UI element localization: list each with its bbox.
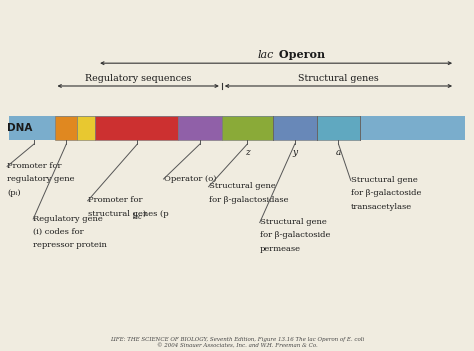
Text: for β-galactoside: for β-galactoside <box>351 189 421 197</box>
Text: lac: lac <box>133 213 143 221</box>
Text: regulatory gene: regulatory gene <box>7 175 74 183</box>
Text: LIFE: THE SCIENCE OF BIOLOGY, Seventh Edition, Figure 13.16 The lac Operon of E.: LIFE: THE SCIENCE OF BIOLOGY, Seventh Ed… <box>110 337 364 342</box>
Text: for β-galactoside: for β-galactoside <box>260 231 330 239</box>
Bar <box>178 116 222 140</box>
Bar <box>273 116 317 140</box>
Text: Operon: Operon <box>274 49 325 60</box>
Text: z: z <box>245 148 250 157</box>
Text: lac: lac <box>257 51 274 60</box>
Text: Operator (o): Operator (o) <box>164 174 216 183</box>
Text: © 2004 Sinauer Associates, Inc. and W.H. Freeman & Co.: © 2004 Sinauer Associates, Inc. and W.H.… <box>156 343 318 348</box>
Text: structural genes (p: structural genes (p <box>88 210 168 218</box>
Text: Structural gene: Structural gene <box>209 182 275 190</box>
Text: for β-galactosidase: for β-galactosidase <box>209 196 288 204</box>
Text: y: y <box>292 148 297 157</box>
Text: Structural gene: Structural gene <box>260 218 327 226</box>
Bar <box>77 116 95 140</box>
Text: Regulatory gene: Regulatory gene <box>33 214 103 223</box>
Bar <box>95 116 178 140</box>
Text: Structural genes: Structural genes <box>298 74 379 83</box>
Text: Promoter for: Promoter for <box>7 162 62 170</box>
Text: Promoter for: Promoter for <box>88 196 142 204</box>
Text: ): ) <box>142 210 146 218</box>
Text: transacetylase: transacetylase <box>351 203 412 211</box>
Text: permease: permease <box>260 245 301 253</box>
Text: DNA: DNA <box>7 123 33 133</box>
Text: repressor protein: repressor protein <box>33 241 107 249</box>
Bar <box>55 116 77 140</box>
Bar <box>222 116 273 140</box>
Bar <box>9 116 465 140</box>
Text: Structural gene: Structural gene <box>351 176 418 184</box>
Text: Regulatory sequences: Regulatory sequences <box>85 74 191 83</box>
Text: a: a <box>336 148 341 157</box>
Text: (i) codes for: (i) codes for <box>33 228 84 236</box>
Text: (pᵢ): (pᵢ) <box>7 188 21 197</box>
Bar <box>317 116 360 140</box>
